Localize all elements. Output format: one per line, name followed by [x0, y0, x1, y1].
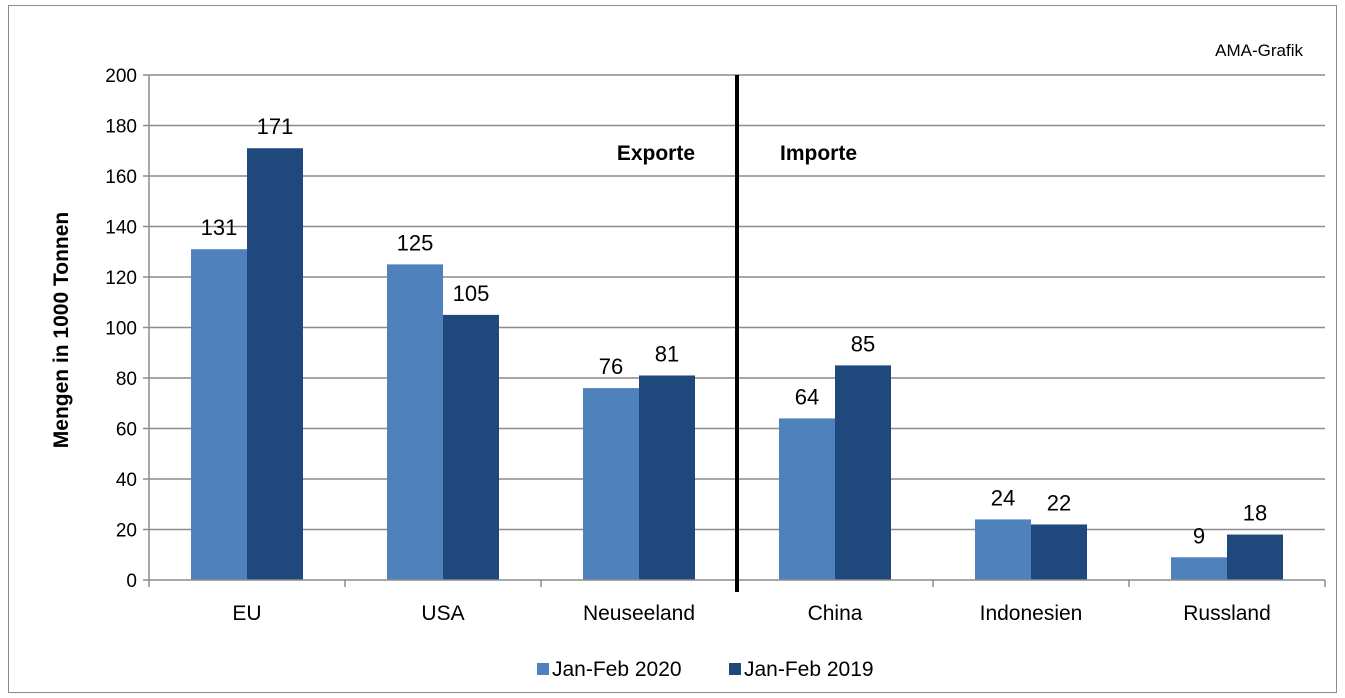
data-label: 76 [599, 354, 623, 379]
data-label: 24 [991, 485, 1015, 510]
category-label: Russland [1183, 602, 1271, 625]
legend: Jan-Feb 2020 Jan-Feb 2019 [537, 658, 874, 681]
bar [443, 314, 499, 580]
y-tick-label: 40 [116, 470, 137, 491]
category-label: USA [421, 602, 464, 625]
data-label: 125 [397, 230, 434, 255]
source-note: AMA-Grafik [1215, 41, 1303, 60]
y-tick-label: 180 [105, 117, 137, 138]
bar [1031, 524, 1087, 580]
data-label: 22 [1047, 490, 1071, 515]
y-tick-label: 200 [105, 66, 137, 87]
y-tick-label: 80 [116, 369, 137, 390]
bar [191, 249, 247, 580]
data-label: 85 [851, 331, 875, 356]
legend-label-2020: Jan-Feb 2020 [552, 658, 682, 681]
y-tick-label: 160 [105, 167, 137, 188]
bar [1171, 557, 1227, 580]
data-label: 64 [795, 384, 819, 409]
section-label-exporte: Exporte [617, 142, 695, 165]
y-axis-title: Mengen in 1000 Tonnen [50, 212, 73, 448]
section-label-importe: Importe [780, 142, 857, 165]
category-label: Indonesien [980, 602, 1083, 625]
bar [835, 365, 891, 580]
category-label: Neuseeland [583, 602, 695, 625]
bars [191, 148, 1283, 580]
bar [779, 418, 835, 580]
data-label: 81 [655, 341, 679, 366]
data-label: 171 [257, 114, 294, 139]
data-labels: 131 171 125 105 76 81 64 85 24 22 9 18 [201, 114, 1268, 548]
data-label: 131 [201, 215, 238, 240]
y-tick-label: 20 [116, 521, 137, 542]
bar [975, 519, 1031, 580]
data-label: 105 [453, 281, 490, 306]
y-tick-label: 60 [116, 420, 137, 441]
bar [583, 388, 639, 580]
category-label: EU [232, 602, 261, 625]
bar [387, 264, 443, 580]
y-tick-label: 100 [105, 319, 137, 340]
y-tick-label: 120 [105, 268, 137, 289]
bar [639, 375, 695, 580]
legend-swatch-2020 [537, 663, 549, 675]
category-label: China [808, 602, 863, 625]
y-tick-label: 0 [126, 571, 137, 592]
data-label: 18 [1243, 501, 1267, 526]
legend-swatch-2019 [729, 663, 741, 675]
bar [1227, 534, 1283, 580]
y-tick-label: 140 [105, 218, 137, 239]
data-label: 9 [1193, 523, 1205, 548]
y-axis-ticks: 0 20 40 60 80 100 120 140 160 180 200 [105, 66, 149, 592]
bar [247, 148, 303, 580]
legend-label-2019: Jan-Feb 2019 [744, 658, 874, 681]
